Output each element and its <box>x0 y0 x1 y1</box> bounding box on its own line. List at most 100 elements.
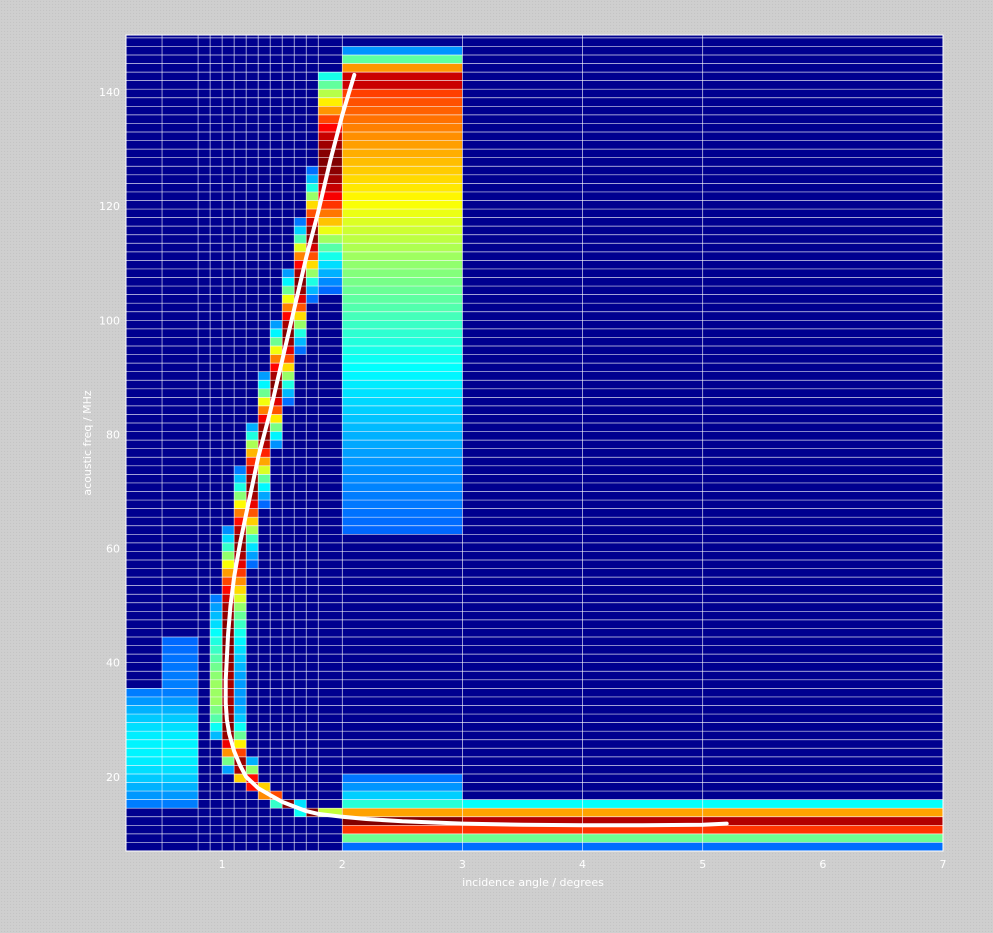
heatmap-cell <box>246 782 259 792</box>
heatmap-cell <box>342 46 463 55</box>
x-tick-label: 6 <box>819 858 826 871</box>
heatmap-cell <box>294 337 307 346</box>
heatmap-cell <box>270 440 283 449</box>
heatmap-cell <box>342 80 463 90</box>
heatmap-cell <box>258 448 271 458</box>
heatmap-cell <box>126 756 163 766</box>
heatmap-cell <box>270 328 283 338</box>
heatmap-cell <box>282 311 295 321</box>
heatmap-cell <box>342 440 463 449</box>
heatmap-cell <box>246 448 259 458</box>
x-tick-label: 5 <box>699 858 706 871</box>
heatmap-cell <box>342 799 463 809</box>
heatmap-cell <box>342 423 463 432</box>
heatmap-cell <box>234 637 247 646</box>
heatmap-cell <box>162 765 199 774</box>
heatmap-cell <box>246 508 259 518</box>
heatmap-cell <box>258 491 271 501</box>
heatmap-cell <box>294 268 307 278</box>
heatmap-cell <box>258 414 271 424</box>
heatmap-cell <box>234 739 247 749</box>
heatmap-cell <box>318 286 343 295</box>
heatmap-cell <box>342 474 463 483</box>
x-axis-label: incidence angle / degrees <box>462 876 604 889</box>
heatmap-cell <box>234 671 247 680</box>
y-tick-label: 120 <box>99 200 120 213</box>
heatmap-cell <box>342 303 463 312</box>
heatmap-cell <box>222 568 235 578</box>
heatmap-cell <box>210 679 223 689</box>
heatmap-cell <box>234 517 247 526</box>
heatmap-cell <box>342 311 463 321</box>
heatmap-cell <box>342 149 463 158</box>
heatmap-cell <box>126 799 163 809</box>
heatmap-cell <box>210 714 223 723</box>
heatmap-cell <box>582 825 703 834</box>
heatmap-cell <box>162 671 199 680</box>
heatmap-cell <box>246 440 259 449</box>
heatmap-cell <box>318 80 343 90</box>
heatmap-cell <box>270 405 283 415</box>
heatmap-cell <box>258 457 271 466</box>
heatmap-cell <box>294 243 307 252</box>
heatmap-cell <box>342 431 463 441</box>
heatmap-cell <box>702 842 943 851</box>
heatmap-cell <box>210 722 223 732</box>
heatmap-cell <box>282 388 295 398</box>
heatmap-cell <box>222 679 235 689</box>
heatmap-cell <box>246 773 259 783</box>
heatmap-cell <box>222 559 235 569</box>
heatmap-cell <box>318 123 343 133</box>
y-axis-ticks: 20 40 60 80 100 120 140 <box>99 86 120 784</box>
heatmap-cell <box>222 594 235 603</box>
heatmap-cell <box>342 808 463 817</box>
heatmap-cell <box>126 773 163 783</box>
heatmap-cell <box>282 320 295 329</box>
heatmap-cell <box>294 226 307 235</box>
heatmap-cell <box>342 260 463 269</box>
heatmap-cell <box>342 209 463 218</box>
heatmap-cell <box>162 773 199 783</box>
heatmap-cell <box>246 491 259 501</box>
heatmap-cell <box>222 577 235 586</box>
heatmap-cell <box>342 405 463 415</box>
heatmap-cell <box>342 491 463 501</box>
heatmap-cell <box>222 542 235 552</box>
heatmap-cell <box>126 791 163 800</box>
x-tick-label: 7 <box>940 858 947 871</box>
heatmap-cell <box>234 679 247 689</box>
heatmap-cell <box>162 739 199 749</box>
heatmap-cell <box>234 705 247 715</box>
heatmap-cell <box>342 825 463 834</box>
heatmap-cell <box>234 654 247 663</box>
heatmap-cell <box>126 765 163 774</box>
heatmap-cell <box>342 508 463 518</box>
heatmap-cell <box>234 662 247 672</box>
heatmap-cell <box>210 731 223 740</box>
heatmap-cell <box>306 191 319 201</box>
heatmap-cell <box>210 611 223 620</box>
heatmap-cell <box>162 645 199 655</box>
heatmap-cell <box>702 825 943 834</box>
heatmap-cell <box>234 696 247 706</box>
heatmap-cell <box>234 773 247 783</box>
heatmap-cell <box>234 619 247 629</box>
heatmap-cell <box>342 72 463 81</box>
heatmap-cell <box>222 585 235 595</box>
heatmap-cell <box>318 243 343 252</box>
heatmap-cell <box>234 645 247 655</box>
heatmap-cell <box>282 294 295 304</box>
heatmap-cell <box>258 380 271 389</box>
heatmap-cell <box>294 217 307 227</box>
heatmap-cell <box>318 183 343 192</box>
heatmap-cell <box>162 791 199 800</box>
heatmap-cell <box>162 714 199 723</box>
y-tick-label: 140 <box>99 86 120 99</box>
heatmap-cell <box>342 217 463 227</box>
heatmap-cell <box>282 354 295 364</box>
heatmap-cell <box>246 542 259 552</box>
heatmap-cell <box>342 174 463 184</box>
heatmap-cell <box>222 602 235 612</box>
heatmap-cell <box>342 114 463 124</box>
